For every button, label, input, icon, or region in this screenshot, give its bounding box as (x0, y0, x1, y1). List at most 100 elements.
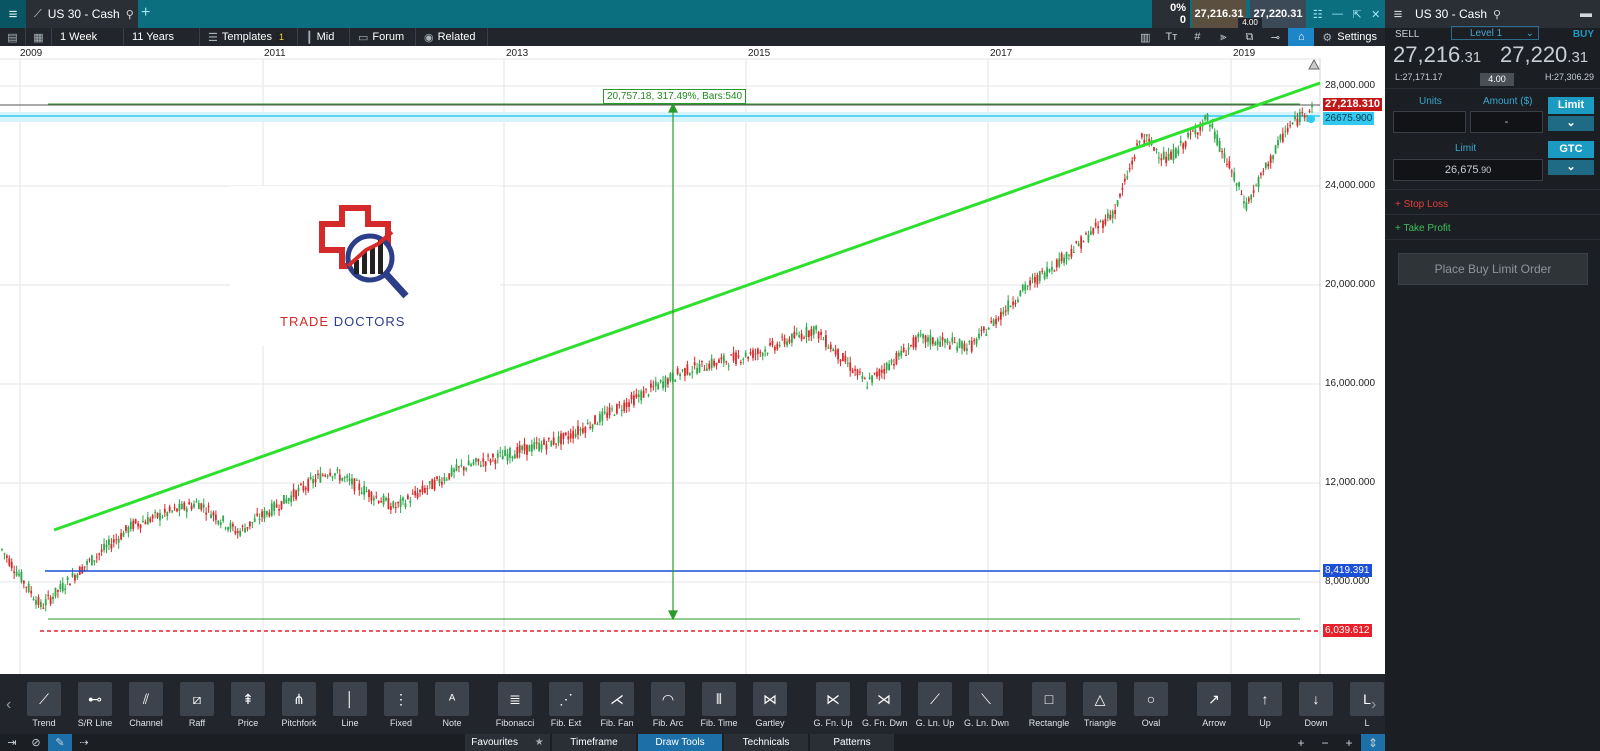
tab-patterns[interactable]: Patterns (810, 734, 894, 751)
tool-sr-line[interactable]: ⊷ S/R Line (73, 682, 117, 728)
candle-body (115, 539, 118, 541)
tool-gartley[interactable]: ⋈ Gartley (748, 682, 792, 728)
cursor-icon[interactable]: ⫸ (1220, 30, 1227, 43)
symbol-tab[interactable]: ⟋ US 30 - Cash ⚲ (26, 0, 138, 28)
tool-pitchfork[interactable]: ⋔ Pitchfork (277, 682, 321, 728)
amount-input[interactable]: - (1470, 111, 1543, 133)
templates-button[interactable]: ☰ Templates 1 (200, 28, 298, 46)
take-profit-link[interactable]: + Take Profit (1395, 223, 1451, 234)
text-size-icon[interactable]: Tт (1165, 31, 1178, 43)
zoom-out-icon[interactable]: − (1321, 735, 1329, 750)
range-select[interactable]: 11 Years (124, 28, 200, 46)
order-type-button[interactable]: Limit (1548, 97, 1594, 114)
panel-minimize-icon[interactable]: ▬ (1580, 6, 1592, 20)
minimize-icon[interactable]: — (1332, 8, 1343, 20)
tool-channel[interactable]: ⫽ Channel (124, 682, 168, 728)
grid-icon[interactable]: ▦ (26, 28, 52, 46)
tool-up-arrow[interactable]: ↑ Up (1243, 682, 1287, 728)
pencil-icon[interactable]: ✎ (48, 734, 72, 751)
panel-buy-price[interactable]: 27,220.31 (1500, 42, 1588, 68)
block-icon[interactable]: ⊘ (31, 737, 41, 749)
tool-line[interactable]: │ Line (328, 682, 372, 728)
related-button[interactable]: ◉ Related (416, 28, 488, 46)
candle-body (39, 602, 42, 607)
tools-next-icon[interactable]: › (1371, 696, 1377, 713)
interval-select[interactable]: 1 Week (52, 28, 124, 46)
detach-icon[interactable]: ☷ (1312, 8, 1323, 21)
tool-trend-line[interactable]: ⟋ Trend (22, 682, 66, 728)
tool-oval[interactable]: ○ Oval (1129, 682, 1173, 728)
tool-rectangle[interactable]: □ Rectangle (1027, 682, 1071, 728)
tag-icon[interactable]: ⌂ (1288, 28, 1315, 46)
tool-gann-fan-down[interactable]: ⋊ G. Fn. Dwn (862, 682, 908, 728)
measure-arrow[interactable] (668, 102, 678, 621)
tool-gann-line-down[interactable]: ⟍ G. Ln. Dwn (964, 682, 1009, 728)
search-icon[interactable]: ⚲ (125, 8, 134, 21)
copy-icon[interactable]: ⧉ (1245, 30, 1254, 43)
limit-handle[interactable] (1307, 115, 1315, 123)
candle-body (552, 437, 555, 445)
arrow-in-icon[interactable]: ⇥ (7, 737, 17, 749)
add-tab-icon[interactable]: + (141, 4, 151, 21)
forum-button[interactable]: ▭ Forum (350, 28, 416, 46)
tool-label: L (1364, 718, 1370, 728)
level-select[interactable]: Level 1 ⌄ (1451, 26, 1539, 40)
tools-prev-icon[interactable]: ‹ (6, 696, 12, 713)
tool-arrow[interactable]: ↗ Arrow (1192, 682, 1236, 728)
place-order-button[interactable]: Place Buy Limit Order (1398, 253, 1588, 285)
close-icon[interactable]: ✕ (1371, 8, 1381, 21)
price-type-button[interactable]: ┃ Mid (298, 28, 350, 46)
candle-body (914, 336, 917, 348)
tool-price[interactable]: ⇞ Price (226, 682, 270, 728)
rectangle-icon: □ (1032, 682, 1066, 716)
pin-icon[interactable]: ⊸ (1270, 31, 1280, 44)
crosshair-grid-icon[interactable]: # (1194, 31, 1201, 43)
tool-fib-fan[interactable]: ⋌ Fib. Fan (595, 682, 639, 728)
candle-body (132, 520, 135, 529)
tab-draw-tools[interactable]: Draw Tools (638, 734, 722, 751)
tab-timeframe[interactable]: Timeframe (552, 734, 636, 751)
tool-triangle[interactable]: △ Triangle (1078, 682, 1122, 728)
tool-fib-time[interactable]: ⦀ Fib. Time (697, 682, 741, 728)
tool-fibonacci[interactable]: ≣ Fibonacci (493, 682, 537, 728)
zoom-plus-small-icon[interactable]: + (1297, 735, 1305, 750)
tool-fib-ext[interactable]: ⋰ Fib. Ext (544, 682, 588, 728)
settings-button[interactable]: ⚙ Settings (1314, 28, 1385, 46)
hamburger-menu-icon[interactable]: ≡ (0, 0, 26, 28)
candle-body (1294, 116, 1296, 120)
trendline[interactable] (53, 81, 1321, 532)
tool-label: Price (237, 718, 259, 728)
magnet-icon[interactable]: ⇢ (79, 737, 89, 749)
panel-sell-price[interactable]: 27,216.31 (1393, 42, 1481, 68)
limit-input[interactable]: 26,675.90 (1393, 159, 1543, 181)
measure-annotation[interactable]: 20,757.18, 317.49%, Bars:540 (603, 89, 747, 104)
scroll-top-icon[interactable] (1308, 58, 1320, 70)
tool-raff[interactable]: ⧄ Raff (175, 682, 219, 728)
candle-body (1077, 243, 1080, 247)
order-type-dropdown-icon[interactable]: ⌄ (1548, 116, 1594, 131)
stop-loss-link[interactable]: + Stop Loss (1395, 199, 1449, 210)
tool-fixed[interactable]: ⋮ Fixed (379, 682, 423, 728)
tool-gann-fan-up[interactable]: ⋉ G. Fn. Up (811, 682, 855, 728)
tool-down-arrow[interactable]: ↓ Down (1294, 682, 1338, 728)
tool-note[interactable]: ᴬ Note (430, 682, 474, 728)
units-input[interactable] (1393, 111, 1466, 133)
tool-fib-arc[interactable]: ◠ Fib. Arc (646, 682, 690, 728)
tab-technicals[interactable]: Technicals (724, 734, 808, 751)
layout-icon[interactable]: ▤ (0, 28, 26, 46)
tif-button[interactable]: GTC (1548, 141, 1594, 158)
panel-search-icon[interactable]: ⚲ (1493, 8, 1502, 21)
limit-band (0, 112, 1320, 122)
popout-icon[interactable]: ⇱ (1352, 8, 1362, 21)
expand-icon[interactable]: ⇕ (1361, 734, 1385, 751)
tab-favourites[interactable]: Favourites ★ (465, 734, 550, 751)
zoom-in-icon[interactable]: + (1345, 735, 1353, 750)
tif-dropdown-icon[interactable]: ⌄ (1548, 160, 1594, 175)
price-chart[interactable]: 2009 2011 2013 2015 2017 2019 28,000.000… (0, 46, 1385, 674)
candle-body (1029, 280, 1031, 286)
scale-icon[interactable]: ▥ (1140, 31, 1151, 44)
panel-menu-icon[interactable]: ≡ (1393, 5, 1403, 23)
tool-gann-line-up[interactable]: ⟋ G. Ln. Up (913, 682, 957, 728)
sell-quote-button[interactable]: 27,216.31 (1192, 0, 1246, 28)
